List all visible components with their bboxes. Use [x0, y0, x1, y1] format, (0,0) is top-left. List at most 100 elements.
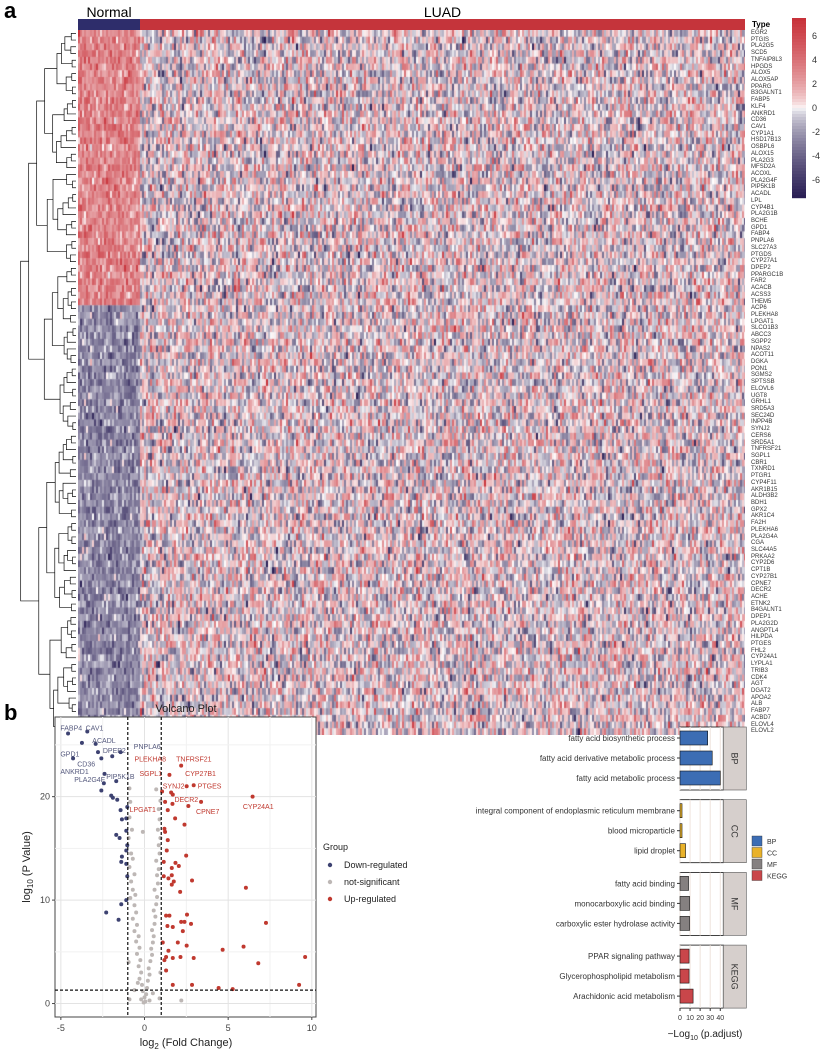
- data-point-down-regulated: [110, 754, 115, 759]
- data-point-not-significant: [150, 940, 155, 945]
- gene-label: ACSS3: [751, 291, 771, 298]
- dendrogram-branch: [72, 677, 76, 685]
- data-point-up-regulated: [165, 923, 170, 928]
- gene-label: SGMS2: [751, 372, 773, 379]
- gene-label: ACHE: [751, 594, 768, 600]
- gene-label: PTGIS: [751, 36, 770, 43]
- dendrogram-branch: [70, 315, 76, 323]
- dendrogram-branch: [66, 271, 76, 283]
- dendrogram-branch: [71, 590, 76, 598]
- data-point-up-regulated: [166, 948, 171, 953]
- colorbar-cell: [792, 120, 806, 124]
- colorbar-cell: [792, 75, 806, 79]
- dendrogram-branch: [36, 100, 48, 226]
- dendrogram-branch: [46, 198, 67, 252]
- gene-label: CYP2D6: [751, 560, 775, 567]
- facet-strip: [722, 872, 747, 936]
- point-annotation: PNPLA6: [134, 744, 161, 751]
- dendrogram-branch: [70, 301, 76, 309]
- data-point-down-regulated: [114, 779, 119, 784]
- dendrogram-branch: [20, 260, 39, 602]
- legend-swatch: [751, 835, 763, 847]
- colorbar-cell: [792, 66, 806, 70]
- x-tick-label: 5: [226, 1023, 231, 1033]
- dendrogram-branch: [60, 135, 76, 148]
- bar: [679, 916, 690, 931]
- dendrogram-branch: [71, 509, 76, 518]
- dendrogram-branch: [71, 73, 76, 81]
- gene-label: ACP6: [751, 305, 767, 312]
- data-point-down-regulated: [118, 750, 123, 755]
- gene-label: SRD5A1: [751, 439, 775, 446]
- colorbar-cell: [792, 81, 806, 85]
- colorbar-cell: [792, 33, 806, 37]
- legend-label: Down-regulated: [344, 860, 408, 870]
- annotation-title: Type: [752, 20, 771, 29]
- dendrogram-branch: [62, 298, 71, 320]
- data-point-up-regulated: [163, 829, 168, 834]
- colorbar-cell: [792, 24, 806, 28]
- panel-letter-b: b: [4, 700, 18, 725]
- data-point-up-regulated: [243, 885, 248, 890]
- dendrogram-branch: [71, 241, 76, 249]
- colorbar-cell: [792, 153, 806, 157]
- colorbar-cell: [792, 27, 806, 31]
- legend-swatch: [751, 847, 763, 858]
- data-point-not-significant: [155, 873, 160, 878]
- dendrogram-branch: [72, 489, 76, 497]
- dendrogram-branch: [58, 490, 72, 514]
- gene-label: SRD5A3: [751, 406, 775, 412]
- data-point-down-regulated: [119, 859, 124, 864]
- gene-label: SLC27A3: [751, 244, 777, 251]
- gene-label: ANKRD1: [751, 110, 776, 117]
- facet-strip: [722, 944, 747, 1009]
- data-point-not-significant: [145, 986, 150, 991]
- gene-label: INPP4B: [751, 419, 773, 426]
- dendrogram-branch: [71, 523, 76, 531]
- data-point-not-significant: [153, 914, 158, 919]
- dendrogram-branch: [70, 617, 76, 625]
- colorbar-cell: [792, 78, 806, 82]
- colorbar-cell: [792, 90, 806, 94]
- dendrogram-branch: [70, 33, 76, 41]
- data-point-not-significant: [147, 972, 152, 977]
- data-point-not-significant: [128, 896, 133, 901]
- data-point-not-significant: [139, 997, 144, 1002]
- dendrogram-branch: [67, 197, 76, 209]
- point-annotation: FABP4: [60, 725, 82, 732]
- data-point-not-significant: [151, 934, 156, 939]
- data-point-not-significant: [157, 996, 162, 1001]
- data-point-not-significant: [134, 922, 139, 927]
- data-point-up-regulated: [170, 925, 175, 929]
- colorbar: 6 4 2 0 -2 -4 -6: [792, 18, 820, 199]
- gene-label: CD36: [751, 117, 767, 124]
- point-annotation: CPNE7: [196, 809, 219, 816]
- dendrogram-branch: [70, 355, 76, 363]
- gene-label: PON1: [751, 365, 768, 372]
- gene-label: AGT: [751, 681, 764, 688]
- dendrogram-branch: [54, 462, 60, 503]
- dendrogram-branch: [52, 179, 67, 220]
- gene-label: TRIB3: [751, 667, 769, 674]
- colorbar-tick-label: -2: [812, 127, 820, 137]
- gene-label: PLA2G4F: [751, 177, 778, 184]
- colorbar-cell: [792, 129, 806, 133]
- data-point-down-regulated: [99, 788, 104, 793]
- point-annotation: TNFRSF21: [176, 756, 212, 763]
- data-point-not-significant: [140, 982, 144, 987]
- gene-label: SEC24D: [751, 412, 775, 419]
- data-point-not-significant: [152, 887, 157, 892]
- data-point-not-significant: [139, 970, 144, 975]
- data-point-down-regulated: [93, 741, 98, 746]
- data-point-up-regulated: [220, 947, 225, 952]
- dendrogram-branch: [62, 202, 76, 215]
- category-label: blood microparticle: [608, 827, 676, 836]
- dendrogram-branch: [67, 291, 72, 306]
- gene-label: CAV1: [751, 124, 767, 130]
- gene-label: ELOVL6: [751, 385, 774, 392]
- dendrogram-branch: [43, 318, 61, 400]
- data-point-up-regulated: [169, 873, 174, 878]
- gene-label: ALOX15: [751, 150, 774, 157]
- data-point-not-significant: [142, 995, 147, 1000]
- annotation-bar-luad: [140, 19, 745, 30]
